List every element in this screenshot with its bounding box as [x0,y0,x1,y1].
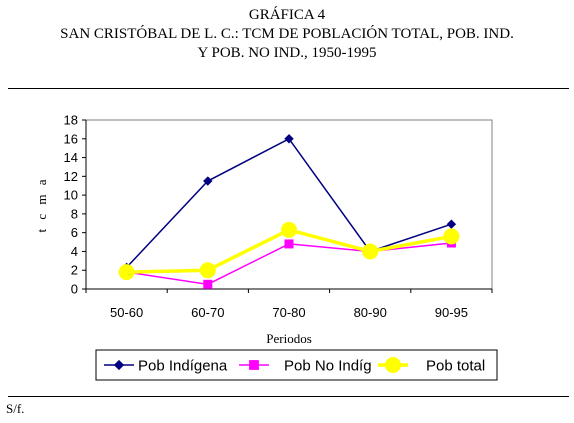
x-tick-label: 90-95 [435,305,468,320]
top-divider [8,88,569,89]
y-tick-label: 18 [64,113,78,128]
x-tick-label: 80-90 [354,305,387,320]
chart-legend: Pob Indígena Pob No Indíg Pob total [95,349,498,381]
chart-marks [118,134,460,289]
x-tick-label: 60-70 [191,305,224,320]
legend-label: Pob No Indíg [284,358,372,375]
data-point [443,228,460,245]
x-tick-label: 70-80 [272,305,305,320]
y-axis-label: t c m a [34,176,49,232]
chart-title-line-1: GRÁFICA 4 [248,7,326,23]
legend-swatch-marker [249,360,259,370]
data-point [284,134,294,144]
source-note: S/f. [6,401,25,416]
legend-label: Pob total [426,358,485,375]
data-point [199,262,216,279]
legend-label: Pob Indígena [138,358,228,375]
y-tick-label: 12 [64,169,78,184]
y-tick-label: 2 [71,263,78,278]
data-point [118,264,135,281]
chart-title-line-2: SAN CRISTÓBAL DE L. C.: TCM DE POBLACIÓN… [60,26,514,42]
chart-axes: 0 2 4 6 8 10 12 14 16 18 50-60 60-70 70-80 80-90 90-95 [64,113,493,320]
data-point [203,176,213,186]
series-0 [121,134,457,273]
legend-box [95,349,498,381]
y-tick-label: 8 [71,206,78,221]
y-tick-label: 4 [71,244,78,259]
data-point [362,243,379,260]
y-tick-label: 6 [71,225,78,240]
data-point [203,279,213,289]
legend-swatch-marker [385,357,401,373]
x-tick-label: 50-60 [110,305,143,320]
chart-title-line-3: Y POB. NO IND., 1950-1995 [197,45,377,61]
data-point [446,219,457,229]
bottom-divider [8,396,569,397]
y-tick-label: 10 [64,188,78,203]
y-tick-label: 14 [64,150,78,165]
y-tick-label: 0 [71,282,78,297]
data-point [281,221,297,238]
x-axis-label: Periodos [266,331,312,346]
plot-area-frame [85,119,493,290]
series-line [126,242,452,286]
y-tick-label: 16 [64,131,78,146]
data-point [284,239,294,249]
legend-swatch-marker [113,359,125,371]
series-2 [118,221,460,281]
